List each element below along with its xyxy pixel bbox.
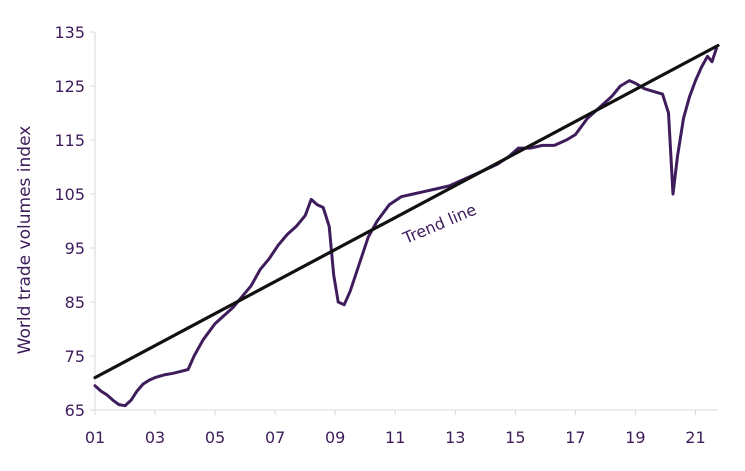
axes: 65 75 85 95 105 115 125 135 01 03 05 07 09 11 13 15 17 19…: [54, 23, 718, 447]
y-tick-label: 95: [65, 239, 85, 258]
y-tick-label: 115: [54, 131, 85, 150]
x-tick-label: 13: [445, 428, 465, 447]
x-tick-label: 07: [265, 428, 285, 447]
series-layer: [93, 43, 720, 408]
y-axis-title: World trade volumes index: [15, 126, 35, 355]
x-tick-label: 11: [385, 428, 405, 447]
trend-line: [93, 43, 720, 380]
x-tick-label: 01: [85, 428, 105, 447]
trend-line-annotation: Trend line: [399, 200, 479, 248]
x-tick-label: 21: [685, 428, 705, 447]
y-tick-label: 135: [54, 23, 85, 42]
x-tick-label: 03: [145, 428, 165, 447]
y-axis-title-group: World trade volumes index: [15, 126, 35, 355]
y-tick-label: 125: [54, 77, 85, 96]
y-tick-label: 65: [65, 401, 85, 420]
y-tick-label: 75: [65, 347, 85, 366]
y-tick-label: 105: [54, 185, 85, 204]
x-tick-label: 19: [625, 428, 645, 447]
x-tick-label: 17: [565, 428, 585, 447]
x-tick-label: 05: [205, 428, 225, 447]
x-tick-label: 09: [325, 428, 345, 447]
y-tick-label: 85: [65, 293, 85, 312]
x-tick-label: 15: [505, 428, 525, 447]
